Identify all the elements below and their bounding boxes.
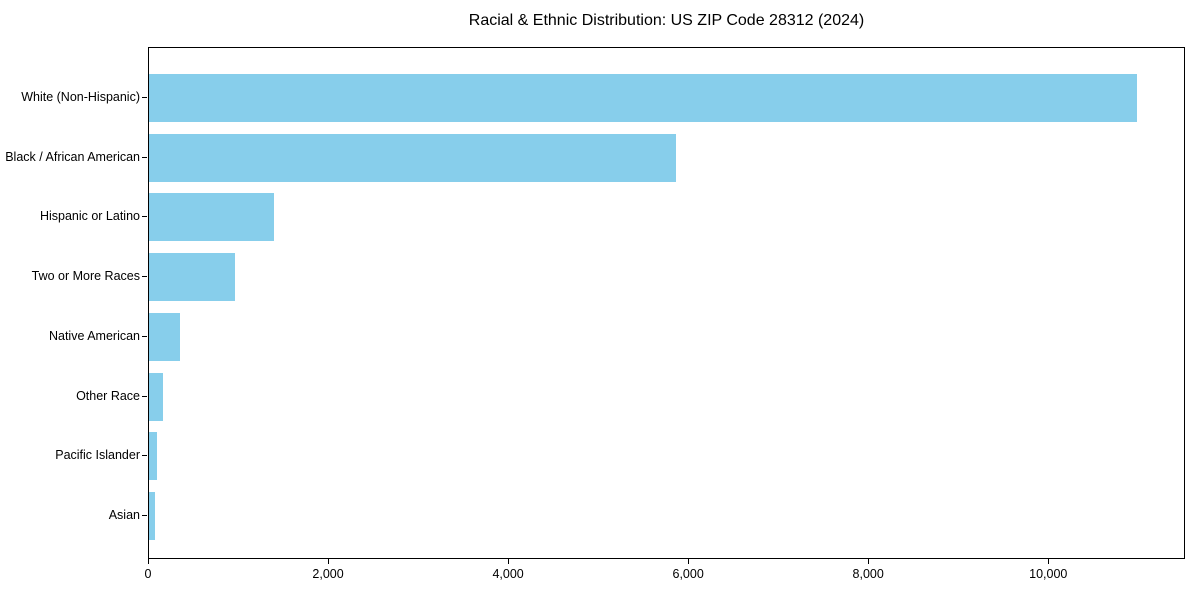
- bar-white-non-hispanic: [149, 74, 1137, 122]
- chart-title: Racial & Ethnic Distribution: US ZIP Cod…: [468, 12, 865, 29]
- y-tick-mark: [142, 395, 147, 397]
- y-tick-label-black-african-american: Black / African American: [5, 149, 140, 164]
- y-tick-mark: [142, 335, 147, 337]
- bar-native-american: [149, 312, 181, 361]
- y-tick-label-white-non-hispanic: White (Non-Hispanic): [21, 90, 140, 104]
- y-tick-mark: [142, 156, 147, 158]
- y-tick-label-asian: Asian: [108, 507, 140, 522]
- y-tick-label-other-race: Other Race: [76, 388, 140, 403]
- y-tick-label-pacific-islander: Pacific Islander: [55, 448, 140, 463]
- y-tick-mark: [142, 216, 147, 218]
- y-tick-label-native-american: Native American: [48, 328, 140, 343]
- y-tick-label-hispanic-or-latino: Hispanic or Latino: [39, 209, 140, 224]
- bar-pacific-islander: [149, 432, 157, 481]
- x-tick-label-8000: 8,000: [852, 567, 884, 581]
- bar-two-or-more-races: [149, 253, 235, 302]
- x-tick-mark: [508, 559, 510, 564]
- x-tick-mark: [1048, 559, 1050, 564]
- x-tick-label-6000: 6,000: [672, 567, 704, 581]
- x-tick-mark: [328, 559, 330, 564]
- x-tick-mark: [688, 559, 690, 564]
- x-tick-mark: [148, 559, 149, 564]
- bar-other-race: [149, 372, 163, 421]
- y-tick-mark: [142, 276, 147, 278]
- x-tick-label-10000: 10,000: [1029, 567, 1068, 581]
- y-tick-mark: [142, 455, 147, 457]
- bar-black-african-american: [149, 133, 677, 182]
- x-tick-label-4000: 4,000: [492, 567, 524, 581]
- plot-area: [148, 47, 1185, 559]
- y-tick-mark: [142, 97, 147, 98]
- x-tick-label-2000: 2,000: [312, 567, 344, 581]
- y-tick-label-two-or-more-races: Two or More Races: [31, 269, 140, 284]
- bar-hispanic-or-latino: [149, 193, 275, 242]
- bar-asian: [149, 491, 156, 540]
- y-tick-mark: [142, 514, 147, 516]
- x-tick-label-0: 0: [144, 567, 152, 581]
- x-tick-mark: [868, 559, 870, 564]
